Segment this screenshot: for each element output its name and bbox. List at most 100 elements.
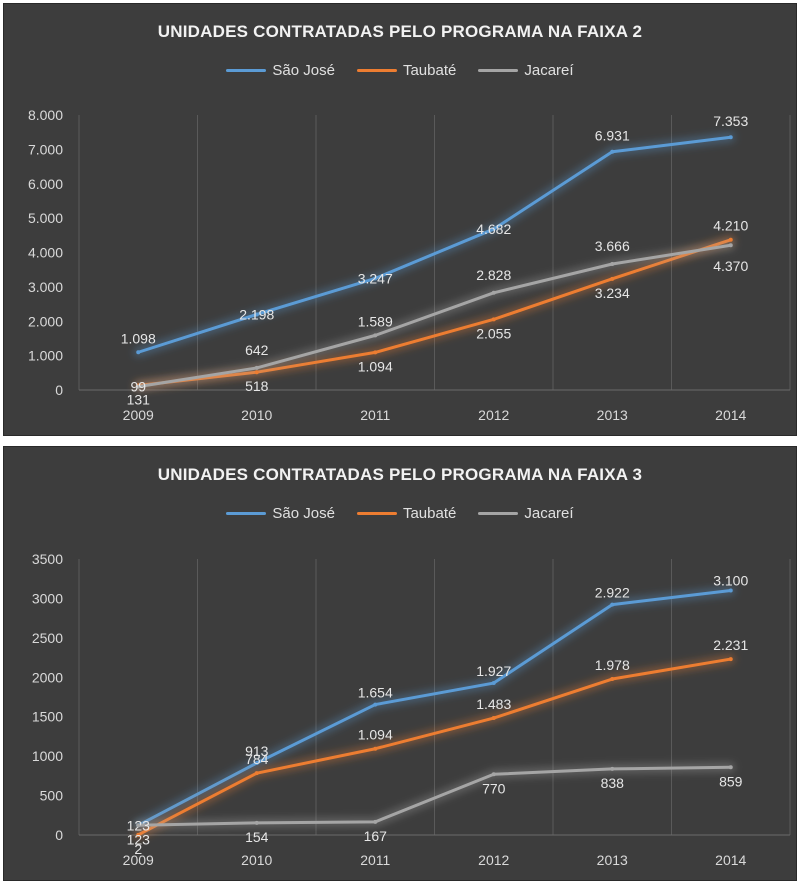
data-point (136, 823, 141, 828)
y-tick-label: 1500 (32, 709, 63, 725)
y-tick-label: 3500 (32, 551, 63, 567)
data-point (491, 772, 496, 777)
legend-label: São José (272, 505, 335, 522)
legend-swatch (356, 512, 397, 515)
data-point (254, 761, 259, 766)
data-label: 913 (245, 743, 269, 759)
y-tick-label: 0 (55, 382, 63, 398)
legend-swatch (226, 69, 267, 72)
legend-label: Jacareí (524, 62, 574, 79)
chart-panel-faixa-3: UNIDADES CONTRATADAS PELO PROGRAMA NA FA… (3, 446, 797, 881)
legend-label: Taubaté (402, 505, 457, 522)
data-label: 154 (245, 829, 269, 845)
x-tick-label: 2012 (478, 407, 509, 423)
data-point (491, 317, 496, 322)
data-label: 2 (134, 841, 142, 857)
legend-swatch (478, 69, 519, 72)
data-point (254, 820, 259, 825)
legend-swatch (478, 512, 519, 515)
legend-item-taubate: Taubaté (356, 505, 457, 522)
data-label: 1.654 (358, 685, 393, 701)
y-tick-label: 5.000 (28, 210, 63, 226)
data-label: 123 (127, 831, 151, 847)
data-point (373, 276, 378, 281)
data-label: 4.210 (713, 217, 748, 233)
data-point (728, 243, 733, 248)
x-tick-label: 2010 (241, 852, 272, 868)
y-tick-label: 2500 (32, 630, 63, 646)
data-label: 2.828 (476, 267, 511, 283)
data-point (610, 766, 615, 771)
x-tick-label: 2009 (123, 852, 154, 868)
x-tick-label: 2009 (123, 407, 154, 423)
data-label: 99 (130, 379, 146, 395)
y-tick-label: 7.000 (28, 141, 63, 157)
data-point (373, 819, 378, 824)
legend-label: São José (272, 62, 335, 79)
data-point (610, 276, 615, 281)
data-point (610, 602, 615, 607)
data-label: 1.589 (358, 313, 393, 329)
data-point (136, 384, 141, 389)
data-label: 3.100 (713, 573, 748, 589)
legend: São José Taubaté Jacareí (4, 505, 796, 522)
data-point (136, 350, 141, 355)
data-label: 642 (245, 342, 269, 358)
chart-title: UNIDADES CONTRATADAS PELO PROGRAMA NA FA… (157, 22, 643, 41)
data-label: 784 (245, 751, 269, 767)
x-tick-label: 2013 (597, 407, 628, 423)
series-line (136, 243, 733, 389)
series-line (136, 657, 733, 837)
data-label: 3.234 (595, 285, 630, 301)
data-point (728, 657, 733, 662)
y-tick-label: 4.000 (28, 245, 63, 261)
data-label: 131 (127, 391, 151, 407)
data-point (610, 149, 615, 154)
data-point (728, 237, 733, 242)
legend-label: Taubaté (402, 62, 457, 79)
legend-item-jacarei: Jacareí (478, 62, 574, 79)
x-tick-label: 2010 (241, 407, 272, 423)
data-point (491, 716, 496, 721)
data-point (254, 771, 259, 776)
data-label: 1.978 (595, 657, 630, 673)
y-tick-label: 1000 (32, 748, 63, 764)
data-label: 1.094 (358, 358, 393, 374)
line-chart-plot: 0 1.000 2.000 3.000 4.000 5.000 6.000 7.000 8.00… (28, 107, 791, 423)
data-point (610, 677, 615, 682)
data-label: 4.682 (476, 221, 511, 237)
x-tick-label: 2012 (478, 852, 509, 868)
data-point (254, 312, 259, 317)
data-point (491, 681, 496, 686)
data-label: 3.247 (358, 270, 393, 286)
legend-swatch (356, 69, 397, 72)
legend: São José Taubaté Jacareí (4, 62, 796, 79)
y-tick-label: 500 (40, 788, 64, 804)
y-tick-label: 0 (55, 827, 63, 843)
data-label: 2.231 (713, 637, 748, 653)
x-tick-label: 2011 (360, 407, 390, 423)
data-label: 518 (245, 378, 269, 394)
data-point (728, 588, 733, 593)
data-point (254, 370, 259, 375)
x-tick-label: 2014 (715, 407, 746, 423)
chart-panel-faixa-2: UNIDADES CONTRATADAS PELO PROGRAMA NA FA… (3, 3, 797, 436)
data-label: 167 (364, 828, 388, 844)
legend-item-taubate: Taubaté (356, 62, 457, 79)
data-label: 770 (482, 780, 506, 796)
line-chart-plot: 0 500 1000 1500 2000 2500 3000 3500 2009 2010 2011… (32, 551, 791, 868)
data-point (491, 227, 496, 232)
legend-item-sao-jose: São José (226, 505, 335, 522)
series-line (136, 765, 733, 827)
data-point (373, 350, 378, 355)
data-point (728, 135, 733, 140)
series-line (136, 589, 733, 827)
data-label: 7.353 (713, 113, 748, 129)
data-point (373, 702, 378, 707)
data-point (491, 290, 496, 295)
legend-swatch (226, 512, 267, 515)
data-point (136, 832, 141, 837)
y-tick-label: 2.000 (28, 313, 63, 329)
data-label: 4.370 (713, 258, 748, 274)
y-tick-label: 2000 (32, 669, 63, 685)
